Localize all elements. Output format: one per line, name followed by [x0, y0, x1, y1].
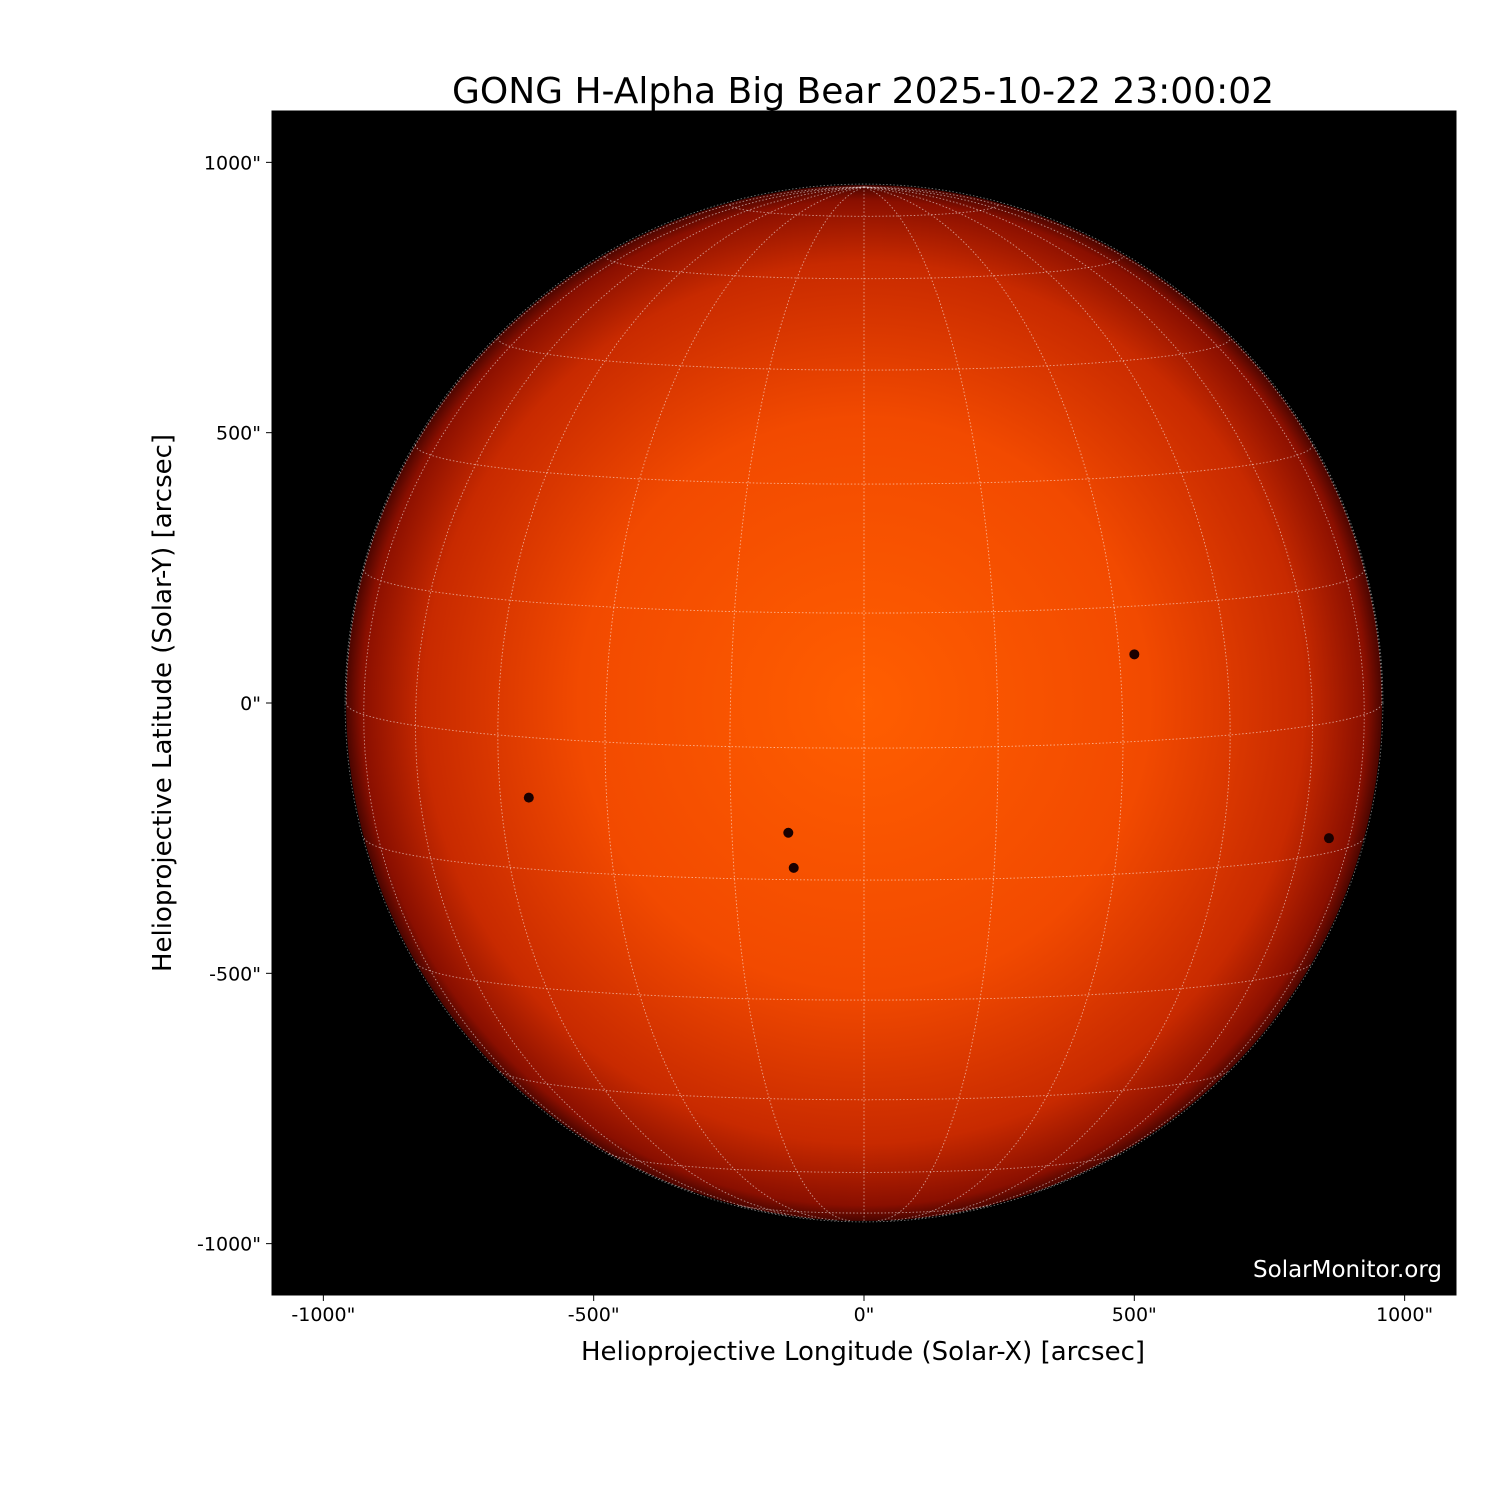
sunspot	[1129, 649, 1140, 660]
sunspot	[523, 792, 534, 803]
longitude-line	[863, 186, 1383, 704]
longitude-line	[863, 186, 1124, 1221]
longitude-line	[863, 186, 1313, 1216]
plot-title: GONG H-Alpha Big Bear 2025-10-22 23:00:0…	[452, 71, 1274, 112]
y-axis-ticks: 1000" 500" 0" -500" -1000"	[197, 152, 272, 1256]
longitude-line	[363, 186, 865, 1193]
solar-disk	[346, 185, 1382, 1221]
watermark: SolarMonitor.org	[1253, 1257, 1442, 1283]
dark-features	[523, 649, 1334, 873]
y-tick-label: -500"	[209, 963, 261, 985]
longitude-line	[345, 186, 865, 704]
longitude-line	[604, 186, 865, 1221]
sunspot	[788, 862, 799, 873]
longitude-line	[863, 186, 1231, 1219]
longitude-line	[497, 186, 865, 1219]
latitude-line	[345, 702, 1383, 749]
limb-line	[344, 183, 1384, 1223]
longitude-line	[863, 186, 999, 1222]
x-axis-ticks: -1000" -500" 0" 500" 1000"	[291, 1295, 1433, 1326]
x-tick-label: -500"	[568, 1304, 620, 1326]
x-tick-label: -1000"	[291, 1304, 355, 1326]
sunspot	[783, 827, 794, 838]
y-tick-label: 0"	[240, 693, 261, 715]
y-tick-label: -1000"	[197, 1234, 261, 1256]
latitude-line	[497, 338, 1231, 371]
y-axis-label: Helioprojective Latitude (Solar-Y) [arcs…	[148, 434, 178, 972]
longitude-line	[415, 186, 865, 1216]
y-tick-label: 500"	[216, 423, 261, 445]
longitude-line	[729, 186, 865, 1222]
latitude-line	[608, 1153, 1120, 1173]
x-tick-label: 500"	[1112, 1304, 1157, 1326]
heliographic-grid	[344, 183, 1384, 1223]
y-tick-label: 1000"	[204, 152, 261, 174]
sunspot	[1323, 833, 1334, 844]
x-axis-label: Helioprojective Longitude (Solar-X) [arc…	[581, 1337, 1145, 1367]
x-tick-label: 0"	[854, 1304, 875, 1326]
longitude-line	[863, 186, 1365, 1193]
x-tick-label: 1000"	[1376, 1304, 1433, 1326]
